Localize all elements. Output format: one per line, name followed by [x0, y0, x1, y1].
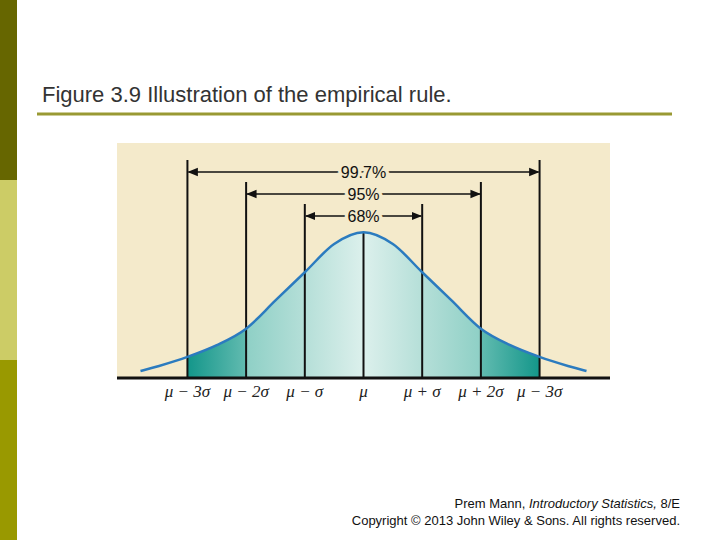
slide-background — [0, 0, 720, 540]
tick-label: μ + σ — [403, 382, 442, 401]
tick-line — [363, 232, 365, 378]
tick-line — [480, 182, 482, 378]
curve-area — [187, 232, 539, 378]
footer-source: Prem Mann, Introductory Statistics, 8/E — [455, 496, 681, 511]
footer-author: Prem Mann, — [455, 496, 526, 511]
tick-line — [539, 160, 541, 378]
side-bar — [0, 180, 17, 360]
side-bar — [0, 360, 17, 540]
plot-area — [140, 160, 586, 378]
footer-copyright: Copyright © 2013 John Wiley & Sons. All … — [352, 513, 680, 528]
tick-line — [421, 204, 423, 378]
tick-line — [186, 160, 188, 378]
tick-label: μ − 3σ — [516, 382, 563, 401]
tick-line — [245, 182, 247, 378]
range-label: 68% — [347, 208, 379, 225]
footer-edition: 8/E — [657, 496, 680, 511]
fill-group — [187, 232, 539, 378]
range-label: 99.7% — [341, 164, 386, 181]
tick-line — [304, 204, 306, 378]
title: Figure 3.9 Illustration of the empirical… — [42, 82, 452, 107]
tick-label: μ + 2σ — [457, 382, 504, 401]
tick-label: μ − 3σ — [164, 382, 211, 401]
curve-line — [140, 232, 586, 371]
plot-background — [117, 143, 610, 378]
range-label: 95% — [347, 186, 379, 203]
side-bar — [0, 0, 17, 180]
title-underline — [37, 113, 672, 116]
slide: Figure 3.9 Illustration of the empirical… — [0, 0, 720, 540]
tick-label: μ − 2σ — [222, 382, 269, 401]
footer-book: Introductory Statistics, — [525, 496, 657, 511]
tick-label: μ — [358, 382, 368, 401]
x-axis-line — [117, 377, 610, 380]
tick-label: μ − σ — [285, 382, 324, 401]
